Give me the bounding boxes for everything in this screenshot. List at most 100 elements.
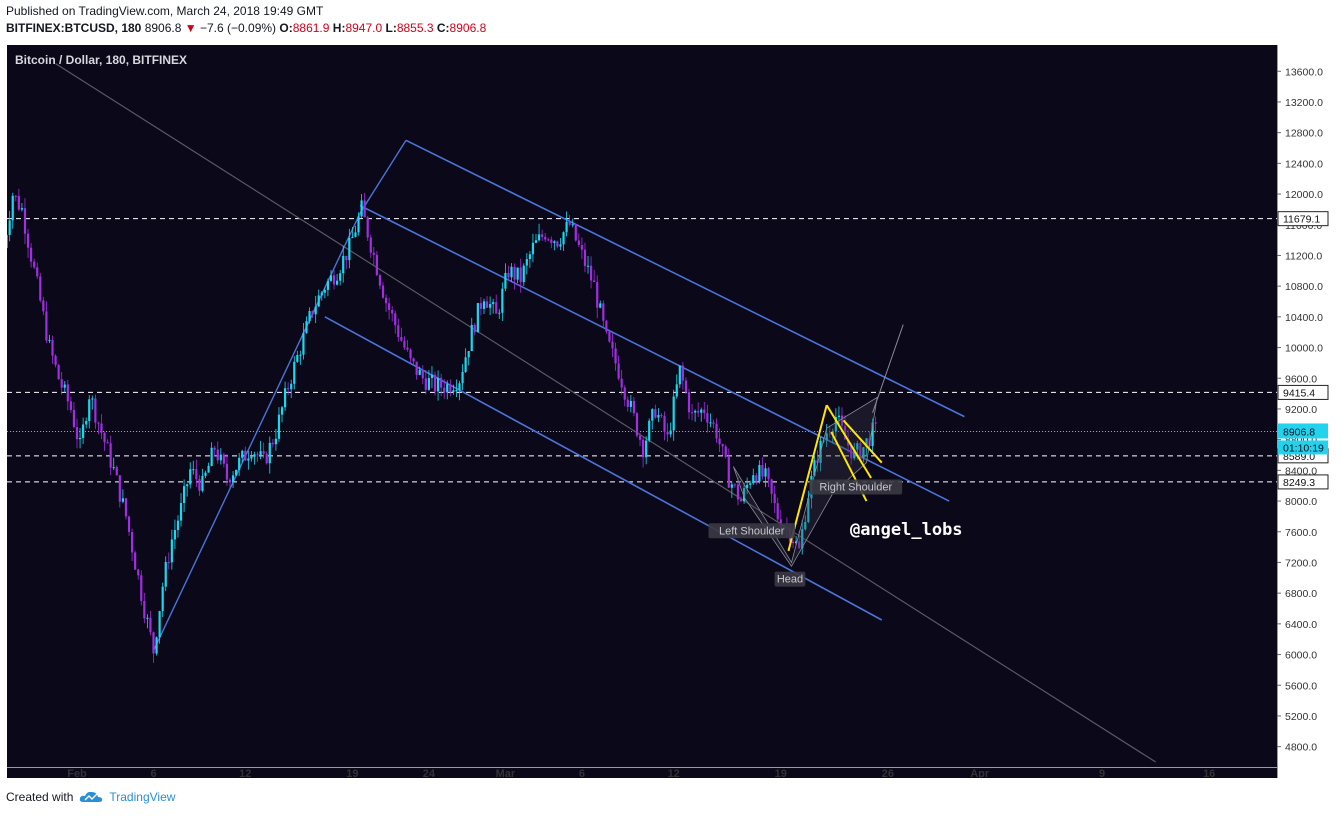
candle-body xyxy=(354,232,357,237)
candle xyxy=(458,380,461,401)
candle xyxy=(342,245,345,283)
candle-body xyxy=(17,196,20,210)
candle-body xyxy=(394,313,397,326)
candle xyxy=(446,380,449,400)
candle xyxy=(635,412,639,438)
price-change: −7.6 (−0.09%) xyxy=(199,21,277,35)
candle-body xyxy=(204,472,207,476)
candle-body xyxy=(339,273,342,281)
low-value: 8855.3 xyxy=(396,21,434,35)
candle xyxy=(424,369,427,395)
candle-body xyxy=(127,516,131,532)
candle-body xyxy=(388,303,391,310)
candle-body xyxy=(75,426,79,440)
candle xyxy=(198,475,201,496)
candle xyxy=(498,309,501,319)
candle xyxy=(730,481,733,498)
candle-body xyxy=(149,617,152,633)
candle xyxy=(112,457,115,471)
candle xyxy=(397,318,400,342)
candle xyxy=(225,454,229,486)
candle-body xyxy=(602,303,605,321)
candle-body xyxy=(816,460,819,463)
candle xyxy=(840,407,844,429)
price-chart[interactable]: Bitcoin / Dollar, 180, BITFINEX 4800.0 520… xyxy=(7,45,1335,778)
candle xyxy=(222,452,225,468)
candle xyxy=(690,403,694,421)
candle xyxy=(571,218,574,228)
candle-body xyxy=(314,306,317,315)
candle-body xyxy=(798,541,801,549)
candle xyxy=(161,582,164,617)
candle-body xyxy=(626,399,629,407)
candle xyxy=(250,450,253,462)
level-label-box xyxy=(1277,211,1329,227)
level-label-box xyxy=(1277,474,1329,490)
candle-body xyxy=(703,409,706,414)
candle xyxy=(78,428,82,449)
candle xyxy=(268,436,271,474)
candle-body xyxy=(112,467,115,469)
candle-body xyxy=(161,586,164,612)
candle xyxy=(357,212,360,236)
candle-body xyxy=(66,384,69,402)
y-tick-label: 8000.0 xyxy=(1285,496,1317,508)
candle-body xyxy=(678,365,681,385)
candle-body xyxy=(430,374,434,379)
candle-body xyxy=(547,239,550,241)
candle-body xyxy=(256,454,259,456)
candle-body xyxy=(14,195,17,197)
candle-body xyxy=(91,398,94,400)
candle xyxy=(152,631,155,663)
candle-body xyxy=(559,244,562,247)
x-tick-label: 12 xyxy=(239,768,251,778)
y-tick-label: 6000.0 xyxy=(1285,650,1317,662)
last-price: 8906.8 xyxy=(144,21,182,35)
candle xyxy=(565,211,568,237)
down-arrow-icon: ▼ xyxy=(184,21,197,35)
x-tick-label: 19 xyxy=(346,768,358,778)
x-tick-label: 6 xyxy=(150,768,156,778)
candle xyxy=(577,233,580,248)
candle xyxy=(216,441,219,464)
candle-body xyxy=(195,469,198,480)
last-price-label: 8906.8 xyxy=(1283,426,1315,438)
candle xyxy=(256,451,259,462)
candle-body xyxy=(375,254,378,276)
candle-body xyxy=(88,399,91,422)
tradingview-link[interactable]: TradingView xyxy=(109,790,176,804)
candle xyxy=(626,396,629,412)
candle-body xyxy=(742,488,746,502)
right-shoulder-label-box xyxy=(809,479,903,495)
candle xyxy=(247,450,250,470)
y-tick-label: 13200.0 xyxy=(1285,97,1323,109)
candle-body xyxy=(843,425,847,440)
candle-body xyxy=(280,407,284,415)
candle xyxy=(476,302,479,333)
candle-body xyxy=(568,221,571,225)
candle-body xyxy=(115,467,118,476)
candle xyxy=(345,255,348,270)
candle-body xyxy=(623,387,626,400)
candle-body xyxy=(871,422,874,447)
candle xyxy=(173,519,177,549)
candle xyxy=(82,417,85,444)
candle xyxy=(271,439,274,448)
candle xyxy=(672,389,675,441)
candle-body xyxy=(660,415,663,417)
candle xyxy=(629,394,632,413)
candle xyxy=(501,282,504,322)
candle-body xyxy=(167,562,170,564)
candle-body xyxy=(550,239,553,243)
candle xyxy=(106,439,109,444)
candle xyxy=(559,238,562,251)
candle-body xyxy=(706,413,709,423)
candle-body xyxy=(620,378,623,388)
candle-body xyxy=(874,422,877,424)
candle-body xyxy=(663,415,666,432)
candle xyxy=(314,295,317,324)
candle xyxy=(85,417,88,429)
candle xyxy=(608,330,611,343)
candle xyxy=(280,405,284,423)
candle xyxy=(134,550,137,570)
